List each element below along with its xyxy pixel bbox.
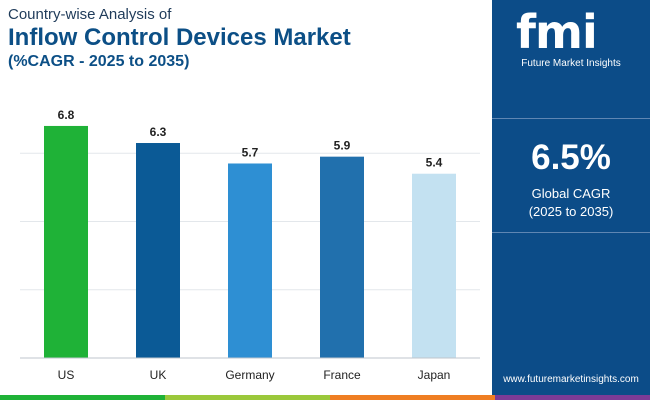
bar-chart: 6.8 6.3 5.7 5.9 5.4 US UK Germany France Japan [20,108,480,382]
divider-bottom [492,232,650,233]
divider-top [492,118,650,119]
value-label-germany: 5.7 [242,145,259,159]
bottom-bar-segment-0 [0,395,165,400]
bars [44,125,456,358]
chart-supertitle: Country-wise Analysis of [8,6,172,23]
bottom-bar-segment-3 [495,395,650,400]
global-cagr-value: 6.5% [531,138,611,177]
title-block: Country-wise Analysis of Inflow Control … [8,6,351,71]
global-cagr-label: Global CAGR [531,186,611,201]
value-label-france: 5.9 [334,139,351,153]
x-tick-japan: Japan [418,368,451,382]
x-tick-france: France [323,368,361,382]
bar-us [44,125,88,358]
chart-title: Inflow Control Devices Market [8,24,351,51]
x-tick-germany: Germany [225,368,274,382]
chart-subtitle: (%CAGR - 2025 to 2035) [8,53,190,70]
fmi-logo: fmi Future Market Insights [492,0,650,80]
logo-wordmark: fmi [516,5,598,59]
x-tick-uk: UK [150,368,167,382]
bar-germany [228,163,272,358]
bottom-bar-segment-1 [165,395,330,400]
bar-france [320,156,364,358]
website-link[interactable]: www.futuremarketinsights.com [503,374,639,385]
bar-japan [412,173,456,358]
global-cagr-period: (2025 to 2035) [528,204,614,219]
sidebar-panel: fmi Future Market Insights 6.5% Global C… [492,0,650,400]
logo-company-name: Future Market Insights [521,58,621,69]
value-label-us: 6.8 [58,108,75,122]
x-tick-us: US [58,368,75,382]
value-labels: 6.8 6.3 5.7 5.9 5.4 [58,108,443,170]
value-label-uk: 6.3 [150,125,167,139]
bar-uk [136,143,180,358]
bottom-bar-segment-2 [330,395,495,400]
value-label-japan: 5.4 [426,156,443,170]
bottom-color-bar [0,395,650,400]
x-axis-ticks: US UK Germany France Japan [58,368,451,382]
